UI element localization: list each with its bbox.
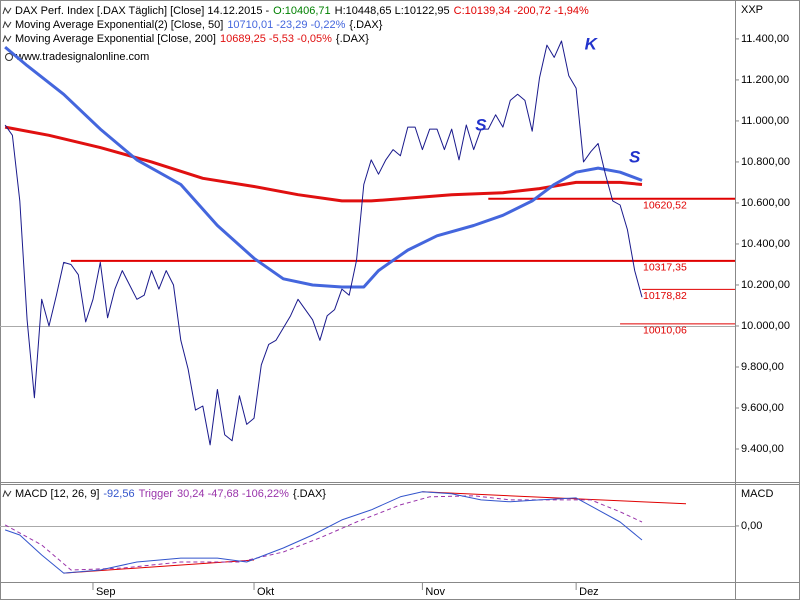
legend-value: H:10448,65 L:10122,95 xyxy=(335,5,450,17)
legend-icon xyxy=(2,34,12,43)
annotation: S xyxy=(629,147,641,166)
legend-entry: Moving Average Exponential [Close, 200] 1… xyxy=(15,33,369,45)
legend-value: 30,24 -47,68 -106,22% xyxy=(177,488,289,500)
y-tick-label: 10.000,00 xyxy=(741,320,790,332)
legend-value: {.DAX} xyxy=(293,488,326,500)
x-tick-label: Dez xyxy=(579,586,599,598)
legend-value: C:10139,34 -200,72 -1,94% xyxy=(454,5,589,17)
legend-icon xyxy=(2,489,12,498)
y-tick-label: 11.000,00 xyxy=(741,115,789,127)
y-tick-label: 9.600,00 xyxy=(741,402,784,414)
y-tick-label: 10.200,00 xyxy=(741,279,790,291)
series-line xyxy=(4,491,643,574)
legend-value: 10710,01 -23,29 -0,22% xyxy=(227,19,345,31)
level-label: 10010,06 xyxy=(643,325,687,337)
legend-value: 10689,25 -5,53 -0,05% xyxy=(220,33,332,45)
plot-area xyxy=(0,40,735,574)
series-line xyxy=(4,45,643,289)
legend-name: Moving Average Exponential [Close, 200] xyxy=(15,33,216,45)
y-tick-label: 0,00 xyxy=(741,520,762,532)
level-label: 10178,82 xyxy=(643,290,687,302)
legend-value: -92,56 xyxy=(103,488,134,500)
level-label: 10620,52 xyxy=(643,200,687,212)
y-tick-label: 11.400,00 xyxy=(741,33,789,45)
legend-value: {.DAX} xyxy=(336,33,369,45)
legend-icon xyxy=(2,6,12,15)
unit-label: XXP xyxy=(741,4,763,16)
x-tick-label: Sep xyxy=(96,586,116,598)
legend-name: Trigger xyxy=(139,488,174,500)
legend-entry: Moving Average Exponential(2) [Close, 50… xyxy=(15,19,383,31)
legend-name: DAX Perf. Index [.DAX Täglich] [Close] 1… xyxy=(15,5,269,17)
x-tick-label: Okt xyxy=(257,586,274,598)
legend-name: MACD [12, 26, 9] xyxy=(15,488,99,500)
y-tick-label: 10.600,00 xyxy=(741,197,790,209)
legend-value: {.DAX} xyxy=(349,19,382,31)
legend-icon xyxy=(2,20,12,29)
legend-entry: DAX Perf. Index [.DAX Täglich] [Close] 1… xyxy=(15,5,589,17)
annotation: S xyxy=(475,116,487,135)
legend-name: Moving Average Exponential(2) [Close, 50… xyxy=(15,19,223,31)
pane-label: MACD xyxy=(741,488,773,500)
legend-value: O:10406,71 xyxy=(273,5,331,17)
y-tick-label: 10.800,00 xyxy=(741,156,790,168)
globe-icon xyxy=(5,53,13,61)
y-tick-label: 11.200,00 xyxy=(741,74,789,86)
level-label: 10317,35 xyxy=(643,262,687,274)
y-tick-label: 10.400,00 xyxy=(741,238,790,250)
source: www.tradesignalonline.com xyxy=(15,51,149,63)
y-tick-label: 9.400,00 xyxy=(741,443,784,455)
annotation: K xyxy=(585,35,599,54)
series-line xyxy=(4,40,643,446)
y-tick-label: 9.800,00 xyxy=(741,361,784,373)
legend-entry: MACD [12, 26, 9] -92,56 Trigger 30,24 -47,6… xyxy=(15,488,326,500)
trendline xyxy=(422,491,687,505)
x-tick-label: Nov xyxy=(425,586,445,598)
